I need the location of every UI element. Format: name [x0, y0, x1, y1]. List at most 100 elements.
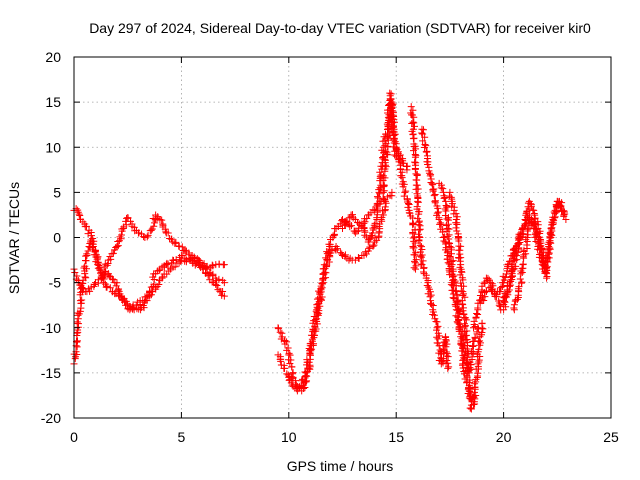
data-point-marker [87, 236, 95, 244]
data-point-marker [444, 364, 452, 372]
data-point-marker [403, 166, 411, 174]
data-point-marker [76, 297, 84, 305]
data-point-marker [411, 158, 419, 166]
data-point-marker [73, 318, 81, 326]
data-point-marker [376, 197, 384, 205]
data-point-marker [139, 302, 147, 310]
data-point-marker [298, 377, 306, 385]
data-point-marker [484, 274, 492, 282]
data-point-marker [141, 293, 149, 301]
data-point-marker [109, 249, 117, 257]
data-point-marker [108, 275, 116, 283]
data-point-marker [475, 338, 483, 346]
data-point-marker [422, 142, 430, 150]
data-point-marker [164, 229, 172, 237]
data-point-marker [457, 242, 465, 250]
data-point-marker [155, 267, 163, 275]
data-point-marker [467, 404, 475, 412]
data-point-marker [209, 262, 217, 270]
data-point-marker [464, 367, 472, 375]
data-point-marker [107, 255, 115, 263]
data-point-marker [415, 237, 423, 245]
data-points [70, 89, 570, 413]
data-point-marker [149, 273, 157, 281]
x-tick-label: 5 [178, 429, 186, 445]
y-tick-label: -10 [41, 320, 61, 336]
data-point-marker [132, 301, 140, 309]
data-point-marker [391, 130, 399, 138]
data-point-marker [409, 147, 417, 155]
series-trace-b [70, 238, 228, 368]
data-point-marker [320, 265, 328, 273]
data-point-marker [286, 376, 294, 384]
series-trace-k [445, 188, 487, 413]
data-point-marker [455, 309, 463, 317]
data-point-marker [401, 188, 409, 196]
data-point-marker [442, 343, 450, 351]
data-point-marker [159, 221, 167, 229]
data-point-marker [415, 226, 423, 234]
data-point-marker [84, 247, 92, 255]
data-point-marker [537, 249, 545, 257]
data-point-marker [322, 254, 330, 262]
data-point-marker [185, 251, 193, 259]
data-point-marker [156, 215, 164, 223]
data-point-marker [540, 265, 548, 273]
data-point-marker [381, 156, 389, 164]
data-point-marker [412, 265, 420, 273]
data-point-marker [410, 244, 418, 252]
data-point-marker [82, 222, 90, 230]
data-point-marker [78, 283, 86, 291]
data-point-marker [428, 180, 436, 188]
data-point-marker [312, 307, 320, 315]
data-point-marker [508, 261, 516, 269]
data-point-marker [383, 148, 391, 156]
data-point-marker [274, 325, 282, 333]
data-point-marker [380, 172, 388, 180]
data-point-marker [314, 304, 322, 312]
x-tick-label: 25 [603, 429, 619, 445]
data-point-marker [442, 222, 450, 230]
data-point-marker [308, 337, 316, 345]
data-point-marker [286, 351, 294, 359]
data-point-marker [155, 280, 163, 288]
data-point-marker [459, 301, 467, 309]
data-point-marker [521, 215, 529, 223]
data-point-marker [374, 194, 382, 202]
x-tick-label: 15 [388, 429, 404, 445]
data-point-marker [220, 292, 228, 300]
data-point-marker [200, 262, 208, 270]
data-point-marker [386, 89, 394, 97]
data-point-marker [311, 322, 319, 330]
data-point-marker [508, 270, 516, 278]
data-point-marker [144, 231, 152, 239]
data-point-marker [508, 276, 516, 284]
data-point-marker [381, 147, 389, 155]
data-point-marker [515, 244, 523, 252]
data-point-marker [419, 137, 427, 145]
data-point-marker [399, 183, 407, 191]
data-point-marker [411, 251, 419, 259]
data-point-marker [83, 250, 91, 258]
data-point-marker [455, 254, 463, 262]
data-point-marker [353, 227, 361, 235]
data-point-marker [312, 316, 320, 324]
data-point-marker [82, 274, 90, 282]
data-point-marker [536, 243, 544, 251]
data-point-marker [212, 280, 220, 288]
data-point-marker [202, 264, 210, 272]
data-point-marker [533, 225, 541, 233]
x-tick-label: 20 [496, 429, 512, 445]
data-point-marker [102, 267, 110, 275]
data-point-marker [113, 279, 121, 287]
data-point-marker [349, 211, 357, 219]
data-point-marker [549, 213, 557, 221]
data-point-marker [441, 193, 449, 201]
data-point-marker [430, 192, 438, 200]
data-point-marker [363, 215, 371, 223]
data-point-marker [449, 294, 457, 302]
data-point-marker [499, 293, 507, 301]
data-point-marker [220, 261, 228, 269]
